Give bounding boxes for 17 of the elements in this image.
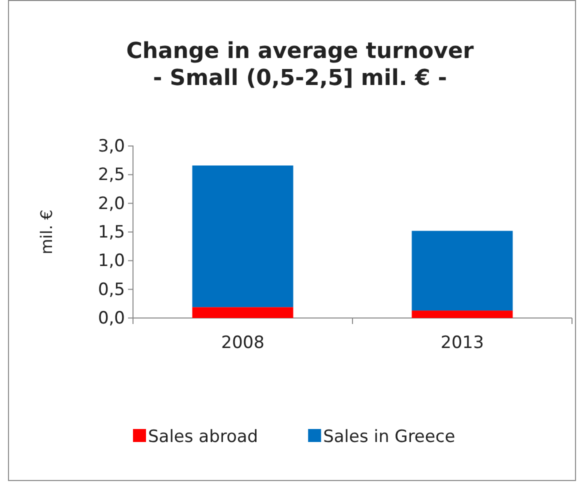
y-tick-label: 1,5: [98, 222, 125, 242]
legend-label: Sales in Greece: [323, 427, 456, 447]
chart-title: Change in average turnover - Small (0,5-2,5] mil. € -: [126, 39, 474, 91]
y-tick-label: 3,0: [98, 136, 125, 156]
bar: [192, 165, 294, 308]
y-tick-label: 0,5: [98, 280, 125, 300]
y-tick-label: 1,0: [98, 251, 125, 272]
y-tick-label: 2,0: [98, 194, 125, 214]
bar: [412, 230, 513, 311]
legend-label: Sales abroad: [148, 427, 258, 447]
x-tick-label: 2008: [221, 333, 264, 354]
y-tick-label: 2,5: [98, 165, 125, 186]
x-tick-label: 2013: [440, 333, 484, 354]
y-axis-title: mil. €: [37, 210, 56, 254]
bar: [192, 307, 294, 318]
y-tick-label: 0,0: [98, 308, 125, 328]
bar: [412, 310, 513, 318]
